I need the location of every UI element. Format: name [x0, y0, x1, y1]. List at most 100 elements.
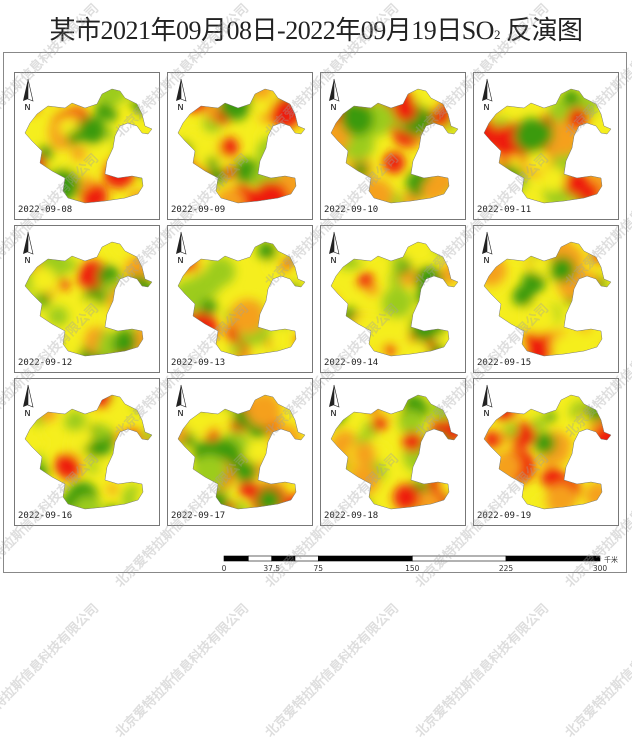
watermark-text: 北京爱特拉斯信息科技有限公司	[412, 601, 553, 741]
map-panel: N 2022-09-17	[167, 378, 313, 526]
scale-tick-label: 37.5	[263, 564, 280, 573]
concentration-patch	[200, 298, 217, 315]
concentration-patch	[111, 329, 137, 355]
scale-tick-label: 75	[314, 564, 324, 573]
panel-date-label: 2022-09-17	[171, 511, 226, 521]
concentration-patch	[246, 441, 269, 464]
concentration-patch	[374, 442, 390, 458]
north-arrow-icon: N	[329, 231, 340, 265]
north-label: N	[178, 256, 184, 265]
concentration-patch	[549, 256, 575, 283]
concentration-patch	[86, 297, 97, 309]
concentration-patch	[393, 258, 405, 270]
concentration-patch	[206, 156, 218, 169]
region-boundary	[483, 394, 612, 510]
so2-map: N	[176, 78, 306, 204]
concentration-patch	[398, 409, 425, 436]
panel-date-label: 2022-09-09	[171, 205, 226, 215]
concentration-patch	[86, 461, 99, 474]
concentration-patch	[525, 147, 550, 172]
so2-map: N	[176, 231, 306, 357]
concentration-patch	[79, 182, 108, 203]
north-label: N	[178, 409, 184, 418]
concentration-patch	[562, 89, 580, 107]
watermark-text: 北京爱特拉斯信息科技有限公司	[0, 601, 103, 741]
concentration-patch	[357, 272, 374, 289]
map-panel: N 2022-09-18	[320, 378, 466, 526]
concentration-patch	[77, 116, 107, 145]
region-boundary	[330, 241, 459, 357]
concentration-patch	[215, 188, 245, 203]
panel-date-label: 2022-09-13	[171, 358, 226, 368]
concentration-patch	[96, 89, 129, 106]
so2-map: N	[23, 78, 153, 204]
scale-segment	[248, 555, 273, 562]
map-frame	[3, 52, 627, 573]
scale-tick-label: 300	[593, 564, 608, 573]
concentration-patch	[67, 130, 82, 145]
so2-map: N	[482, 78, 612, 204]
concentration-patch	[540, 166, 566, 192]
concentration-patch	[222, 166, 236, 179]
north-label: N	[25, 409, 31, 418]
concentration-patch	[257, 242, 278, 261]
region-boundary	[330, 88, 459, 204]
concentration-patch	[95, 101, 113, 119]
concentration-patch	[72, 495, 103, 509]
so2-map: N	[329, 78, 459, 204]
concentration-patch	[514, 117, 550, 154]
map-title: 某市2021年09月08日-2022年09月19日SO2 反演图	[49, 16, 583, 45]
scale-tick-label: 0	[222, 564, 227, 573]
concentration-patch	[381, 286, 414, 319]
concentration-patch	[393, 483, 420, 509]
so2-map: N	[23, 384, 153, 510]
scale-segment	[271, 555, 296, 562]
north-label: N	[484, 103, 490, 112]
region-boundary	[24, 88, 153, 204]
map-panel: N 2022-09-11	[473, 72, 619, 220]
map-panel: N 2022-09-13	[167, 225, 313, 373]
region-boundary	[24, 394, 153, 510]
concentration-patch	[248, 341, 271, 356]
concentration-patch	[399, 242, 436, 264]
map-panel: N 2022-09-12	[14, 225, 160, 373]
concentration-patch	[64, 258, 77, 272]
concentration-patch	[58, 278, 70, 290]
region-boundary	[483, 241, 612, 357]
panel-date-label: 2022-09-10	[324, 205, 379, 215]
concentration-patch	[238, 479, 257, 499]
north-label: N	[331, 409, 337, 418]
panel-date-label: 2022-09-08	[18, 205, 73, 215]
concentration-patch	[335, 430, 356, 450]
concentration-patch	[434, 333, 446, 345]
watermark-text: 北京爱特拉斯信息科技有限公司	[112, 601, 253, 741]
concentration-patch	[99, 329, 116, 346]
concentration-patch	[253, 180, 289, 203]
concentration-patch	[253, 406, 268, 421]
region-boundary	[177, 88, 306, 204]
north-arrow-icon: N	[329, 78, 340, 112]
concentration-patch	[522, 300, 556, 335]
panel-date-label: 2022-09-16	[18, 511, 73, 521]
north-arrow-icon: N	[176, 231, 187, 265]
north-arrow-icon: N	[482, 384, 493, 418]
north-label: N	[25, 103, 31, 112]
map-panel: N 2022-09-09	[167, 72, 313, 220]
concentration-patch	[230, 342, 243, 356]
so2-map: N	[329, 384, 459, 510]
scale-segment	[223, 555, 249, 562]
north-label: N	[25, 256, 31, 265]
concentration-patch	[371, 417, 385, 432]
north-arrow-icon: N	[176, 78, 187, 112]
region-boundary	[177, 241, 306, 357]
north-label: N	[178, 103, 184, 112]
map-panel: N 2022-09-10	[320, 72, 466, 220]
concentration-patch	[383, 343, 397, 356]
north-arrow-icon: N	[23, 78, 34, 112]
panel-date-label: 2022-09-15	[477, 358, 532, 368]
concentration-patch	[47, 306, 69, 327]
north-label: N	[484, 256, 490, 265]
scale-tick-label: 150	[405, 564, 420, 573]
north-arrow-icon: N	[329, 384, 340, 418]
